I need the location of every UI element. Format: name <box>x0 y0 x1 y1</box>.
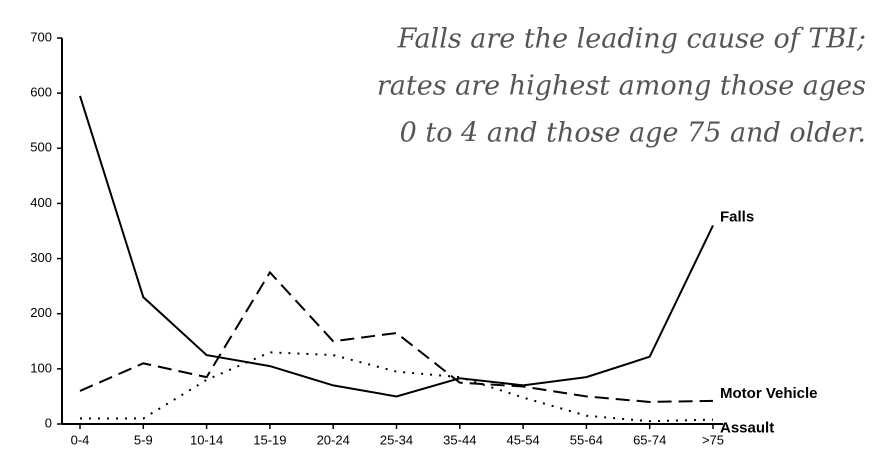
y-tick-label: 100 <box>30 360 52 375</box>
x-tick-label: >75 <box>702 432 724 447</box>
x-tick-label: 35-44 <box>443 432 476 447</box>
x-tick-label: 65-74 <box>633 432 666 447</box>
y-tick-label: 0 <box>45 415 52 430</box>
series-label: Falls <box>720 208 754 225</box>
y-tick-label: 600 <box>30 85 52 100</box>
y-tick-label: 200 <box>30 305 52 320</box>
x-tick-label: 20-24 <box>317 432 350 447</box>
x-tick-label: 45-54 <box>506 432 539 447</box>
y-tick-label: 400 <box>30 195 52 210</box>
x-tick-label: 0-4 <box>71 432 90 447</box>
line-series <box>79 95 714 398</box>
annotation: Falls are the leading cause of TBI; <box>397 24 866 55</box>
y-tick-label: 300 <box>30 250 52 265</box>
line-series <box>80 351 714 423</box>
x-tick-label: 10-14 <box>190 432 223 447</box>
x-tick-label: 5-9 <box>134 432 153 447</box>
y-tick-label: 500 <box>30 140 52 155</box>
series-label: Assault <box>720 420 774 437</box>
annotation: rates are highest among those ages <box>377 71 866 102</box>
x-tick-label: 55-64 <box>570 432 603 447</box>
x-tick-label: 25-34 <box>380 432 413 447</box>
y-tick-label: 700 <box>30 29 52 44</box>
series-label: Motor Vehicle <box>720 385 818 402</box>
x-tick-label: 15-19 <box>253 432 286 447</box>
annotation: 0 to 4 and those age 75 and older. <box>400 118 866 149</box>
line-series <box>79 270 714 403</box>
